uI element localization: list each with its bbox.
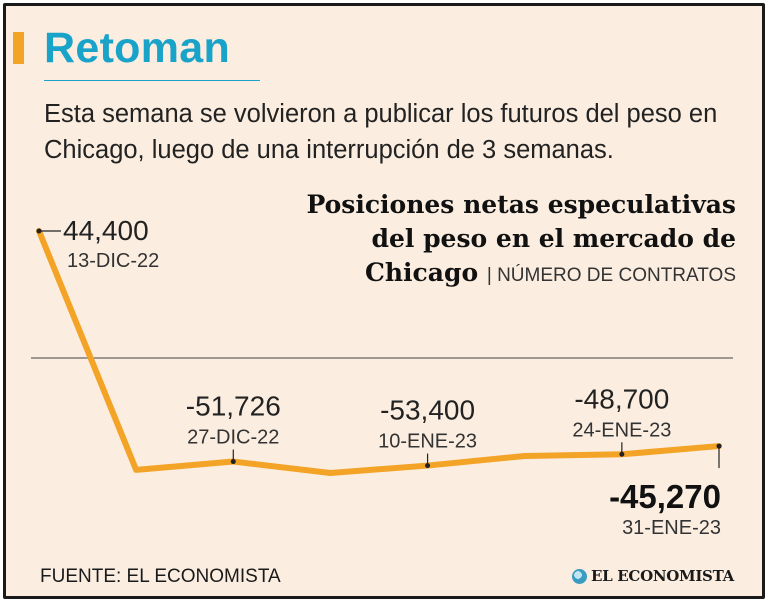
date-label: 31-ENE-23	[622, 517, 721, 539]
brand-logo: EL ECONOMISTA	[572, 567, 734, 585]
value-label: -51,726	[186, 391, 281, 422]
date-label: 27-DIC-22	[187, 427, 279, 449]
chart-title-line-2: del peso en el mercado de	[371, 224, 736, 253]
series-line	[36, 228, 722, 476]
chart-title: Posiciones netas especulativas del peso …	[176, 188, 736, 293]
date-label: 13-DIC-22	[67, 250, 159, 272]
value-label: -48,700	[574, 383, 669, 414]
chart-units: | NÚMERO DE CONTRATOS	[486, 265, 736, 286]
title-underline	[44, 80, 260, 81]
globe-icon	[572, 568, 587, 584]
chart-title-line-1: Posiciones netas especulativas	[306, 190, 736, 219]
value-label: 44,400	[63, 215, 149, 246]
infographic-card: Retoman Esta semana se volvieron a publi…	[3, 3, 765, 599]
value-label: -53,400	[380, 395, 475, 426]
title-accent-bar	[13, 32, 24, 64]
source-note: FUENTE: EL ECONOMISTA	[40, 566, 281, 587]
chart-title-line-3: Chicago	[364, 258, 479, 287]
brand-name: EL ECONOMISTA	[591, 567, 734, 585]
date-label: 24-ENE-23	[572, 419, 671, 441]
date-label: 10-ENE-23	[378, 431, 477, 453]
subtitle: Esta semana se volvieron a publicar los …	[44, 100, 718, 164]
line-chart: 44,400 13-DIC-22 27-DIC-22 -51,726 10-ENE-23…	[31, 215, 733, 539]
value-label-highlight: -45,270	[609, 478, 721, 515]
page-title: Retoman	[44, 24, 231, 72]
